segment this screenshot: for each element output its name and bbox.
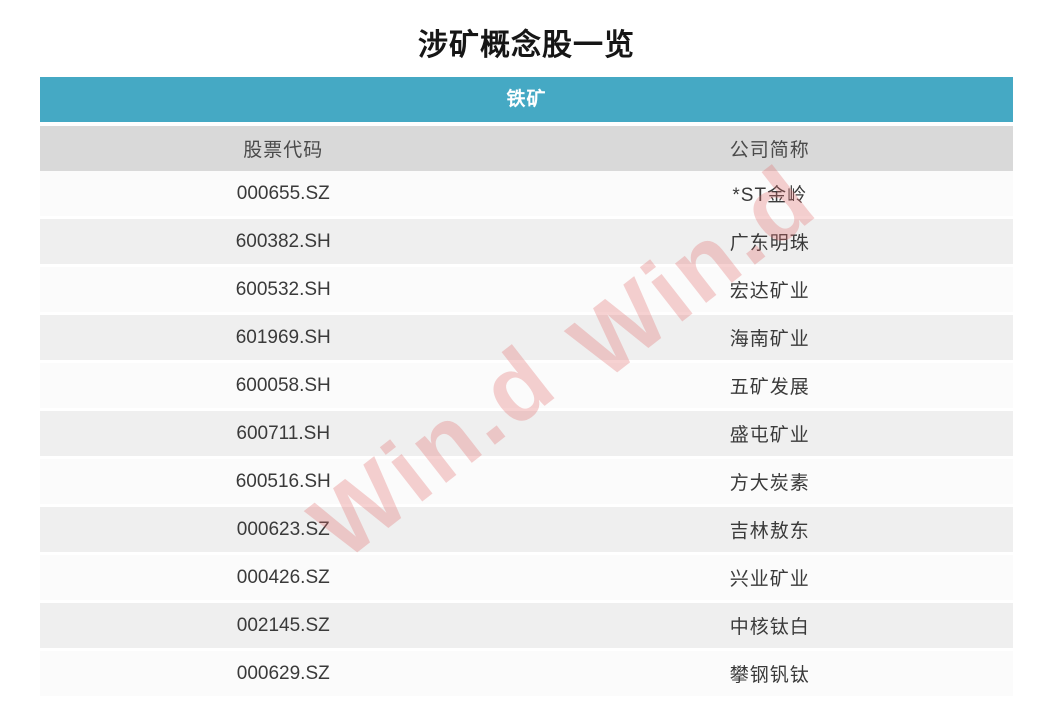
table-row: 000655.SZ *ST金岭	[40, 171, 1013, 219]
company-name-cell: 广东明珠	[729, 233, 810, 254]
stock-table: 铁矿 股票代码 公司简称 000655.SZ *ST金岭 600382.SH 广…	[40, 77, 1013, 699]
stock-code-cell: 600058.SH	[235, 374, 331, 396]
table-header-row: 股票代码 公司简称	[40, 126, 1013, 171]
stock-code-cell: 600382.SH	[235, 230, 331, 252]
table-row: 600058.SH 五矿发展	[40, 363, 1013, 411]
table-row: 000629.SZ 攀钢钒钛	[40, 651, 1013, 699]
table-row: 600516.SH 方大炭素	[40, 459, 1013, 507]
table-body: 000655.SZ *ST金岭 600382.SH 广东明珠 600532.SH…	[40, 171, 1013, 699]
stock-code-cell: 000623.SZ	[236, 518, 330, 540]
stock-code-cell: 000655.SZ	[236, 182, 330, 204]
page-title: 涉矿概念股一览	[418, 29, 635, 62]
table-row: 000623.SZ 吉林敖东	[40, 507, 1013, 555]
stock-code-cell: 601969.SH	[235, 326, 331, 348]
stock-code-cell: 600516.SH	[235, 470, 331, 492]
table-group-header: 铁矿	[40, 77, 1013, 126]
company-name-cell: 宏达矿业	[729, 281, 810, 302]
company-name-cell: 海南矿业	[729, 329, 810, 350]
company-name-cell: 方大炭素	[729, 473, 810, 494]
company-name-cell: 盛屯矿业	[729, 425, 810, 446]
stock-code-cell: 600711.SH	[236, 422, 331, 444]
table-row: 600532.SH 宏达矿业	[40, 267, 1013, 315]
table-row: 600382.SH 广东明珠	[40, 219, 1013, 267]
stock-code-cell: 000426.SZ	[236, 566, 330, 588]
table-row: 601969.SH 海南矿业	[40, 315, 1013, 363]
company-name-cell: 五矿发展	[729, 377, 810, 398]
column-header-company-name: 公司简称	[729, 140, 810, 161]
company-name-cell: 吉林敖东	[729, 521, 810, 542]
stock-code-cell: 000629.SZ	[236, 662, 330, 684]
stock-code-cell: 002145.SZ	[236, 614, 330, 636]
table-row: 002145.SZ 中核钛白	[40, 603, 1013, 651]
company-name-cell: 攀钢钒钛	[729, 665, 810, 686]
stock-code-cell: 600532.SH	[235, 278, 331, 300]
table-row: 000426.SZ 兴业矿业	[40, 555, 1013, 603]
company-name-cell: 中核钛白	[729, 617, 810, 638]
company-name-cell: 兴业矿业	[729, 569, 810, 590]
table-row: 600711.SH 盛屯矿业	[40, 411, 1013, 459]
company-name-cell: *ST金岭	[732, 185, 808, 206]
column-header-stock-code: 股票代码	[243, 140, 324, 161]
